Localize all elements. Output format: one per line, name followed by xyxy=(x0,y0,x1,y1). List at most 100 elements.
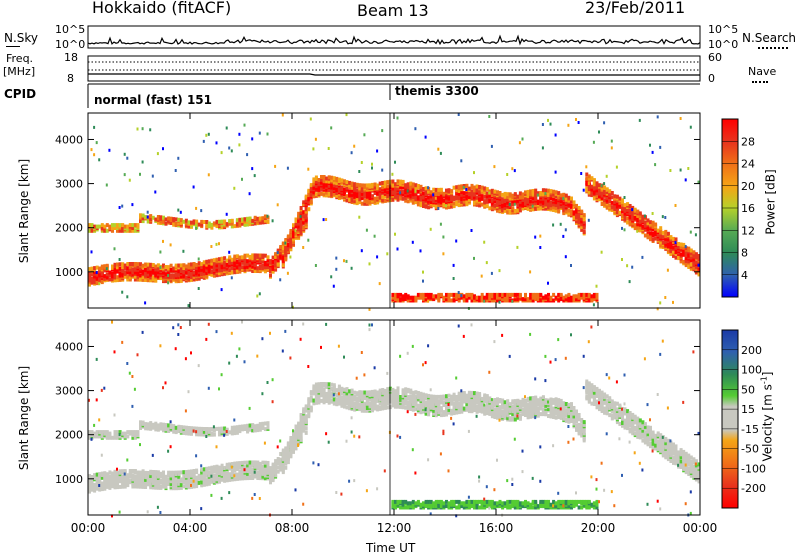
data-cell xyxy=(672,301,674,304)
data-cell xyxy=(320,192,323,196)
data-cell xyxy=(228,255,231,259)
data-cell xyxy=(465,188,467,191)
data-cell xyxy=(539,235,541,238)
data-cell xyxy=(221,288,223,291)
data-cell xyxy=(483,199,486,203)
data-cell xyxy=(121,205,123,208)
data-cell xyxy=(491,272,493,275)
data-cell xyxy=(279,458,282,462)
data-cell xyxy=(124,473,126,476)
data-cell xyxy=(351,431,353,434)
data-cell xyxy=(205,338,207,341)
data-cell xyxy=(269,273,272,277)
data-cell xyxy=(108,475,111,479)
data-cell xyxy=(519,141,521,144)
data-cell xyxy=(583,230,586,234)
data-cell xyxy=(223,256,226,260)
data-cell xyxy=(455,240,457,243)
data-cell xyxy=(519,191,522,195)
data-cell xyxy=(567,124,569,127)
data-cell xyxy=(198,364,200,367)
data-cell xyxy=(320,382,323,386)
data-cell xyxy=(330,387,333,391)
data-cell xyxy=(261,392,263,395)
data-cell xyxy=(376,405,379,409)
data-cell xyxy=(588,219,590,222)
data-cell xyxy=(295,439,298,443)
data-cell xyxy=(159,485,162,489)
data-cell xyxy=(300,338,302,341)
data-cell xyxy=(330,176,333,180)
data-cell xyxy=(425,136,427,139)
data-cell xyxy=(453,264,455,267)
data-cell xyxy=(603,190,606,194)
data-cell xyxy=(139,274,142,278)
data-cell xyxy=(249,217,252,221)
data-cell xyxy=(346,387,349,391)
data-cell xyxy=(170,445,172,448)
data-cell xyxy=(124,153,126,156)
data-cell xyxy=(139,443,141,446)
data-cell xyxy=(598,131,600,134)
data-cell xyxy=(228,362,230,365)
data-cell xyxy=(659,226,662,230)
data-cell xyxy=(333,394,335,397)
data-cell xyxy=(675,204,677,207)
data-cell xyxy=(394,233,396,236)
data-cell xyxy=(606,175,608,178)
data-cell xyxy=(180,425,183,429)
data-cell xyxy=(251,429,253,432)
data-cell xyxy=(468,293,471,297)
data-cell xyxy=(149,128,151,131)
data-cell xyxy=(180,211,182,214)
data-cell xyxy=(529,270,531,273)
data-cell xyxy=(588,182,590,185)
data-cell xyxy=(300,206,303,210)
data-cell xyxy=(698,264,700,267)
data-cell xyxy=(340,178,343,182)
data-cell xyxy=(391,500,394,504)
data-cell xyxy=(516,246,518,249)
data-cell xyxy=(289,233,292,237)
data-cell xyxy=(216,445,218,448)
data-cell xyxy=(366,229,368,232)
data-cell xyxy=(381,388,384,392)
data-cell xyxy=(361,390,364,394)
data-cell xyxy=(386,372,388,375)
data-cell xyxy=(575,294,578,298)
data-cell xyxy=(593,303,595,306)
data-cell xyxy=(154,265,157,269)
data-cell xyxy=(233,187,235,190)
data-cell xyxy=(374,366,376,369)
data-cell xyxy=(649,144,651,147)
data-cell xyxy=(509,299,512,303)
data-cell xyxy=(562,197,564,200)
data-cell xyxy=(346,260,348,263)
data-cell xyxy=(228,268,231,272)
data-cell xyxy=(550,123,552,126)
data-cell xyxy=(167,274,169,277)
data-cell xyxy=(185,276,188,280)
data-cell xyxy=(272,378,274,381)
data-cell xyxy=(550,200,553,204)
data-cell xyxy=(534,236,536,239)
data-cell xyxy=(580,172,582,175)
data-cell xyxy=(116,275,119,279)
data-cell xyxy=(200,468,203,472)
data-cell xyxy=(315,138,317,141)
data-cell xyxy=(167,450,169,453)
data-cell xyxy=(407,401,410,405)
data-cell xyxy=(251,137,253,140)
data-cell xyxy=(506,173,508,176)
data-cell xyxy=(358,216,360,219)
data-cell xyxy=(361,183,364,187)
data-cell xyxy=(356,188,359,192)
data-cell xyxy=(175,264,178,268)
data-cell xyxy=(170,243,172,246)
data-cell xyxy=(565,255,567,258)
data-cell xyxy=(98,282,100,285)
data-cell xyxy=(277,251,279,254)
data-cell xyxy=(305,431,308,435)
data-cell xyxy=(170,420,172,423)
data-cell xyxy=(295,232,298,236)
